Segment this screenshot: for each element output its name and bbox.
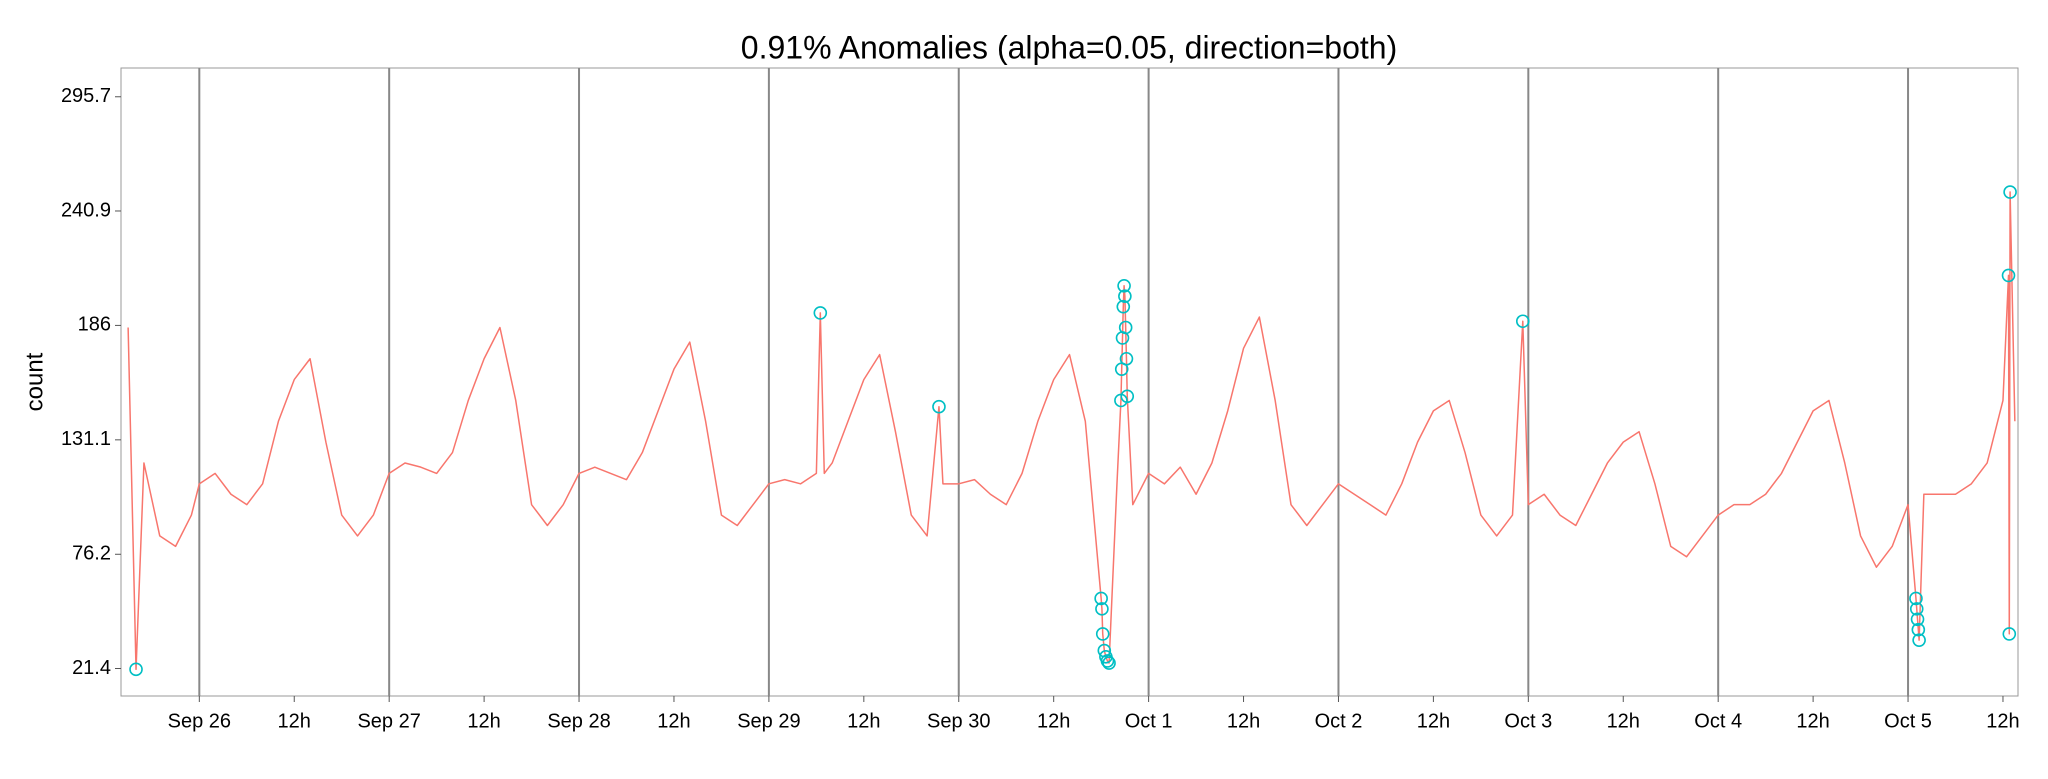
chart-title: 0.91% Anomalies (alpha=0.05, direction=b… — [741, 29, 1397, 65]
anomaly-point — [1515, 314, 1530, 329]
y-axis-label: count — [21, 352, 48, 411]
y-tick-label: 295.7 — [61, 85, 111, 107]
anomaly-point — [1912, 633, 1926, 647]
anomaly-point — [1118, 320, 1133, 335]
x-tick-label: 12h — [1037, 710, 1070, 732]
y-tick-label: 21.4 — [72, 657, 111, 679]
x-tick-label: 12h — [1986, 710, 2019, 732]
anomaly-point — [1909, 591, 1923, 606]
anomaly-point — [1117, 279, 1131, 293]
y-tick-label: 76.2 — [72, 543, 111, 565]
anomaly-point — [1116, 299, 1131, 314]
x-tick-label: 12h — [657, 710, 690, 732]
x-tick-label: Oct 3 — [1504, 710, 1552, 732]
x-tick-label: Oct 1 — [1125, 710, 1173, 732]
anomaly-point — [1910, 612, 1925, 627]
x-tick-label: Sep 29 — [737, 710, 800, 732]
anomaly-point — [2001, 268, 2016, 283]
y-tick-label: 186 — [78, 314, 111, 336]
anomaly-point — [1094, 591, 1108, 606]
anomaly-point — [2002, 627, 2017, 641]
anomaly-point — [129, 662, 143, 677]
x-tick-label: Oct 5 — [1884, 710, 1932, 732]
anomaly-point — [1102, 656, 1116, 670]
anomaly-point — [1911, 622, 1926, 637]
x-tick-label: 12h — [1227, 710, 1260, 732]
x-tick-label: 12h — [467, 710, 500, 732]
x-tick-label: Sep 26 — [168, 710, 231, 732]
x-tick-label: 12h — [1607, 710, 1640, 732]
anomaly-point — [1119, 351, 1134, 366]
x-tick-label: 12h — [847, 710, 880, 732]
anomaly-point — [1100, 654, 1115, 668]
anomaly-point — [813, 306, 828, 320]
y-tick-label: 131.1 — [61, 428, 111, 450]
x-tick-label: 12h — [278, 710, 311, 732]
anomaly-point — [1095, 602, 1109, 616]
anomaly-point — [1120, 389, 1135, 404]
anomaly-point — [1095, 627, 1110, 641]
y-tick-label: 240.9 — [61, 199, 111, 221]
x-tick-label: 12h — [1796, 710, 1829, 732]
x-tick-label: 12h — [1417, 710, 1450, 732]
panel-border — [120, 67, 2019, 697]
anomaly-point — [1118, 289, 1132, 304]
x-tick-label: Oct 2 — [1315, 710, 1363, 732]
x-tick-label: Oct 4 — [1694, 710, 1742, 732]
anomaly-point — [2003, 185, 2017, 199]
x-tick-label: Sep 28 — [547, 710, 610, 732]
x-tick-label: Sep 30 — [927, 710, 990, 732]
data-line — [127, 191, 2016, 671]
anomaly-point — [1909, 602, 1924, 616]
x-tick-label: Sep 27 — [357, 710, 420, 732]
anomaly-point — [932, 399, 946, 414]
